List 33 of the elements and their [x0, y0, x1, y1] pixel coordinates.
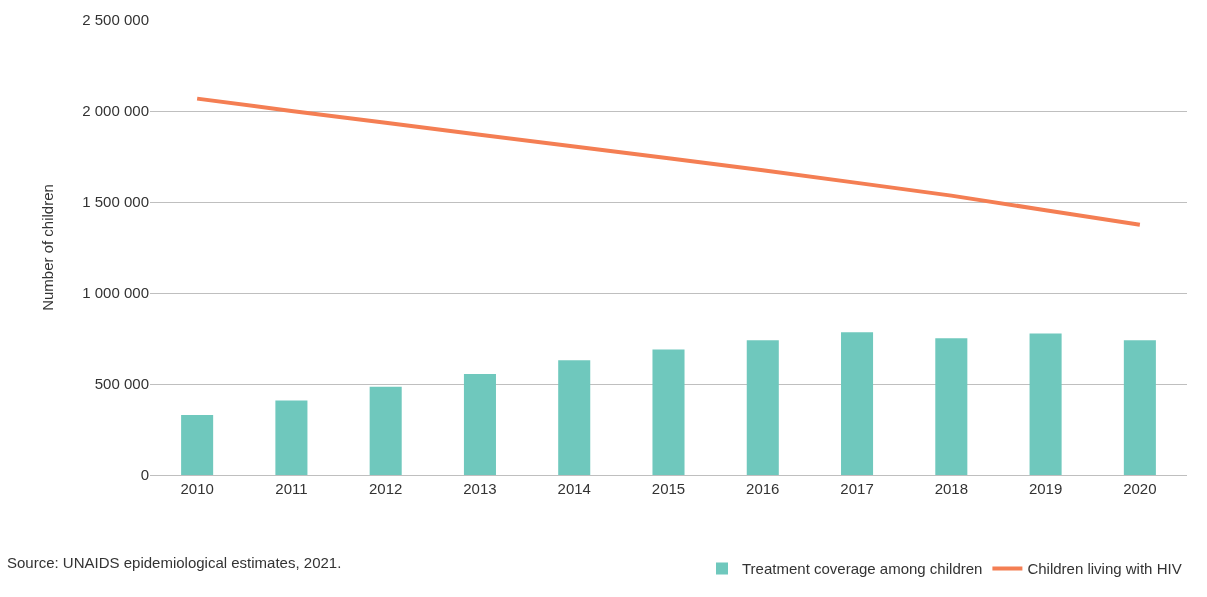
x-tick-label: 2018 — [934, 480, 969, 497]
bar — [652, 349, 685, 475]
bar — [935, 338, 968, 475]
bar — [746, 340, 779, 475]
x-tick-label: 2013 — [463, 480, 497, 497]
bar — [841, 332, 874, 475]
bar — [1029, 333, 1062, 475]
y-tick-label: 1 500 000 — [82, 193, 149, 211]
bar — [463, 373, 496, 475]
bar — [275, 400, 308, 475]
x-tick-label: 2015 — [651, 480, 686, 497]
legend-label: Treatment coverage among children — [742, 560, 983, 578]
x-tick-label: 2016 — [746, 480, 780, 497]
bar — [1123, 340, 1156, 475]
y-tick-label: 2 000 000 — [82, 102, 149, 120]
x-tick-label: 2017 — [840, 480, 874, 497]
x-tick-label: 2010 — [180, 480, 214, 497]
x-tick-label: 2012 — [368, 480, 403, 497]
y-tick-label: 2 500 000 — [82, 11, 149, 29]
x-tick-label: 2019 — [1028, 480, 1063, 497]
legend-label: Children living with HIV — [1027, 560, 1182, 578]
bar — [558, 360, 591, 475]
y-axis-title: Number of children — [38, 184, 56, 311]
bar — [369, 386, 402, 475]
x-tick-label: 2014 — [557, 480, 591, 497]
line-series — [195, 96, 1142, 227]
y-tick-label: 500 000 — [94, 375, 149, 393]
source-note: Source: UNAIDS epidemiological estimates, 2021. — [7, 554, 342, 571]
y-tick-label: 1 000 000 — [82, 284, 149, 302]
x-tick-label: 2020 — [1123, 480, 1157, 497]
x-tick-label: 2011 — [275, 480, 308, 497]
bar — [181, 414, 214, 475]
y-tick-label: 0 — [140, 466, 149, 484]
